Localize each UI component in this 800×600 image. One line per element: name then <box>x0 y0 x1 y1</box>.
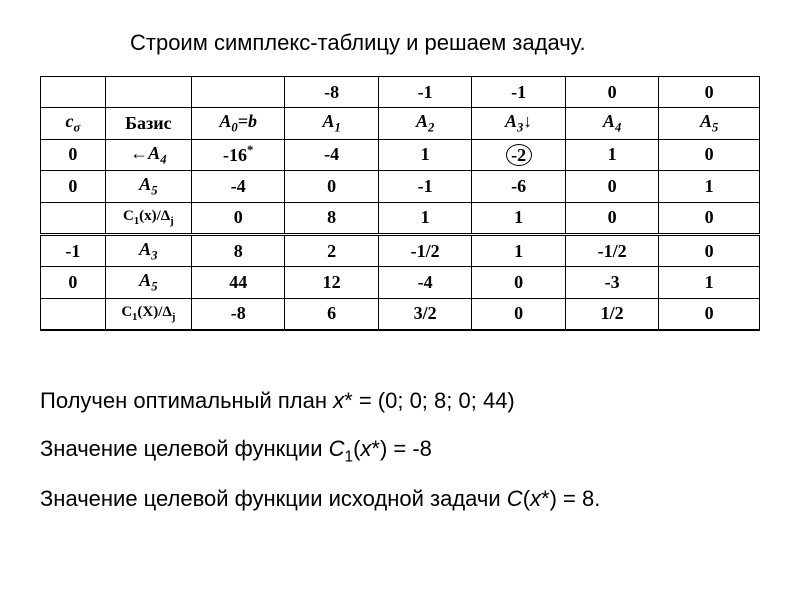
cell: 2 <box>285 234 378 267</box>
cell: -1 <box>41 234 106 267</box>
table-row: 0 ←A4 -16* -4 1 -2 1 0 <box>41 139 760 171</box>
table-row: 0 A5 -4 0 -1 -6 0 1 <box>41 171 760 203</box>
cell-pivot-col-head: -1 <box>472 77 565 108</box>
cell: 0 <box>659 77 760 108</box>
cell: 0 <box>41 171 106 203</box>
cell: -4 <box>191 171 284 203</box>
cell: 1 <box>472 202 565 234</box>
cell: 3/2 <box>378 298 471 330</box>
cell: 1 <box>659 267 760 299</box>
cell: -1/2 <box>565 234 658 267</box>
cell: 1 <box>378 139 471 171</box>
cell: 1 <box>472 234 565 267</box>
table-row: -8 -1 -1 0 0 <box>41 77 760 108</box>
cell: 1/2 <box>565 298 658 330</box>
cell-a5: A5 <box>659 108 760 140</box>
cell: 1 <box>659 171 760 203</box>
cell-a0b: A0=b <box>191 108 284 140</box>
cell: 0 <box>659 202 760 234</box>
cell: -4 <box>285 139 378 171</box>
cell <box>41 298 106 330</box>
cell: 0 <box>285 171 378 203</box>
cell: 0 <box>565 202 658 234</box>
simplex-table: -8 -1 -1 0 0 cσ Базис A0=b A1 A2 A3↓ A4 … <box>40 76 760 331</box>
cell: 0 <box>41 139 106 171</box>
cell-a1: A1 <box>285 108 378 140</box>
cell: 1 <box>565 139 658 171</box>
cell: 0 <box>659 298 760 330</box>
cell: -1/2 <box>378 234 471 267</box>
table-row-delta: С1(x)/Δj 0 8 1 1 0 0 <box>41 202 760 234</box>
table-head-row: cσ Базис A0=b A1 A2 A3↓ A4 A5 <box>41 108 760 140</box>
cell: 0 <box>191 202 284 234</box>
cell: 44 <box>191 267 284 299</box>
cell: 0 <box>472 298 565 330</box>
cell <box>105 77 191 108</box>
cell: 0 <box>659 139 760 171</box>
cell: 0 <box>565 77 658 108</box>
table-row-delta: С1(X)/Δj -8 6 3/2 0 1/2 0 <box>41 298 760 330</box>
cell: С1(X)/Δj <box>105 298 191 330</box>
result-line-2: Значение целевой функции C1(x*) = -8 <box>40 429 760 471</box>
cell-a2: A2 <box>378 108 471 140</box>
cell: -3 <box>565 267 658 299</box>
cell: 0 <box>565 171 658 203</box>
cell-c-sigma: cσ <box>41 108 106 140</box>
cell-basis: Базис <box>105 108 191 140</box>
cell: -4 <box>378 267 471 299</box>
cell-pivot: -2 <box>472 139 565 171</box>
cell-leave-basis: ←A4 <box>105 139 191 171</box>
cell: A3 <box>105 234 191 267</box>
cell: -8 <box>285 77 378 108</box>
cell: 8 <box>285 202 378 234</box>
cell: A5 <box>105 267 191 299</box>
cell: -6 <box>472 171 565 203</box>
cell: 8 <box>191 234 284 267</box>
cell: 12 <box>285 267 378 299</box>
cell: A5 <box>105 171 191 203</box>
cell: -16* <box>191 139 284 171</box>
cell-a4: A4 <box>565 108 658 140</box>
result-line-3: Значение целевой функции исходной задачи… <box>40 479 760 519</box>
cell: 1 <box>378 202 471 234</box>
cell <box>41 77 106 108</box>
cell: 0 <box>472 267 565 299</box>
slide-title: Строим симплекс-таблицу и решаем задачу. <box>130 30 760 56</box>
cell: 0 <box>41 267 106 299</box>
cell: -1 <box>378 77 471 108</box>
table-row: -1 A3 8 2 -1/2 1 -1/2 0 <box>41 234 760 267</box>
cell <box>41 202 106 234</box>
result-line-1: Получен оптимальный план x* = (0; 0; 8; … <box>40 381 760 421</box>
cell: С1(x)/Δj <box>105 202 191 234</box>
cell <box>191 77 284 108</box>
cell: 0 <box>659 234 760 267</box>
table-row: 0 A5 44 12 -4 0 -3 1 <box>41 267 760 299</box>
cell: 6 <box>285 298 378 330</box>
result-text: Получен оптимальный план x* = (0; 0; 8; … <box>40 381 760 518</box>
cell: -8 <box>191 298 284 330</box>
cell: -1 <box>378 171 471 203</box>
cell-a3-arrow: A3↓ <box>472 108 565 140</box>
